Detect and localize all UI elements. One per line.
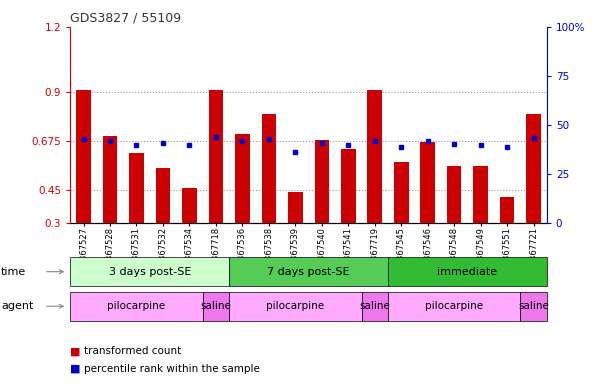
Bar <box>394 162 409 223</box>
Bar <box>235 134 250 223</box>
Text: ■: ■ <box>70 364 81 374</box>
Text: saline: saline <box>359 301 390 311</box>
Text: pilocarpine: pilocarpine <box>425 301 483 311</box>
Text: percentile rank within the sample: percentile rank within the sample <box>84 364 260 374</box>
Bar <box>500 197 514 223</box>
Text: pilocarpine: pilocarpine <box>266 301 324 311</box>
Bar <box>367 90 382 223</box>
Bar <box>420 142 435 223</box>
Bar <box>76 90 91 223</box>
Bar <box>288 192 302 223</box>
Text: 7 days post-SE: 7 days post-SE <box>267 266 350 277</box>
Bar <box>262 114 276 223</box>
Bar <box>474 166 488 223</box>
Text: saline: saline <box>200 301 232 311</box>
Text: 3 days post-SE: 3 days post-SE <box>109 266 191 277</box>
Bar <box>526 114 541 223</box>
Bar <box>182 188 197 223</box>
Text: immediate: immediate <box>437 266 497 277</box>
Text: time: time <box>1 266 26 277</box>
Bar <box>208 90 223 223</box>
Text: GDS3827 / 55109: GDS3827 / 55109 <box>70 11 181 24</box>
Text: saline: saline <box>518 301 549 311</box>
Text: ■: ■ <box>70 346 81 356</box>
Bar <box>103 136 117 223</box>
Bar <box>129 153 144 223</box>
Text: agent: agent <box>1 301 34 311</box>
Bar <box>156 168 170 223</box>
Bar <box>447 166 461 223</box>
Bar <box>315 140 329 223</box>
Bar <box>341 149 356 223</box>
Text: pilocarpine: pilocarpine <box>108 301 166 311</box>
Text: transformed count: transformed count <box>84 346 181 356</box>
